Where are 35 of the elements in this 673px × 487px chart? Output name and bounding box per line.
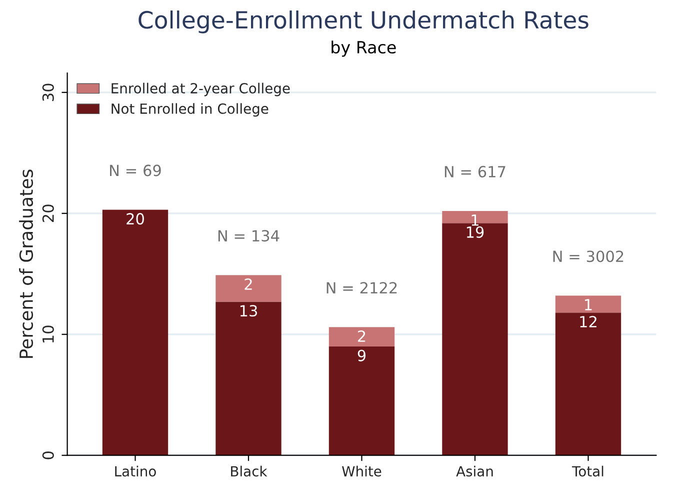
bar [216, 275, 282, 302]
bar [216, 302, 282, 456]
data-label: 2 [358, 330, 366, 342]
data-label: 19 [466, 226, 484, 238]
annotation: N = 134 [218, 230, 280, 242]
annotation: N = 617 [444, 166, 506, 178]
chart-subtitle: by Race [332, 40, 396, 57]
data-label: 9 [358, 350, 366, 362]
y-tick-label: 0 [42, 452, 54, 460]
x-tick-label: Latino [115, 466, 156, 477]
legend-label: Not Enrolled in College [112, 103, 268, 117]
data-label: 12 [580, 316, 596, 328]
y-tick-label: 30 [42, 84, 54, 101]
data-label: 20 [126, 213, 144, 225]
data-label: 13 [240, 304, 257, 317]
x-tick-label: White [342, 466, 382, 477]
chart-title: College-Enrollment Undermatch Rates [138, 10, 588, 34]
y-axis-title: Percent of Graduates [19, 170, 34, 358]
x-tick-label: Asian [456, 466, 493, 477]
bar [328, 327, 395, 346]
legend-label: Enrolled at 2-year College [112, 82, 290, 96]
data-label: 1 [585, 299, 592, 310]
annotation: N = 2122 [326, 282, 397, 294]
bar [328, 346, 395, 456]
data-label: 1 [472, 214, 478, 226]
x-tick-label: Total [572, 466, 604, 477]
annotation: N = 69 [110, 164, 161, 176]
x-tick-label: Black [231, 466, 268, 477]
y-tick-label: 10 [42, 326, 54, 342]
bar [555, 312, 622, 456]
data-label: 2 [244, 278, 252, 290]
bar [555, 296, 622, 313]
y-tick-label: 20 [42, 204, 54, 222]
annotation: N = 3002 [553, 250, 624, 262]
bar [102, 210, 168, 456]
